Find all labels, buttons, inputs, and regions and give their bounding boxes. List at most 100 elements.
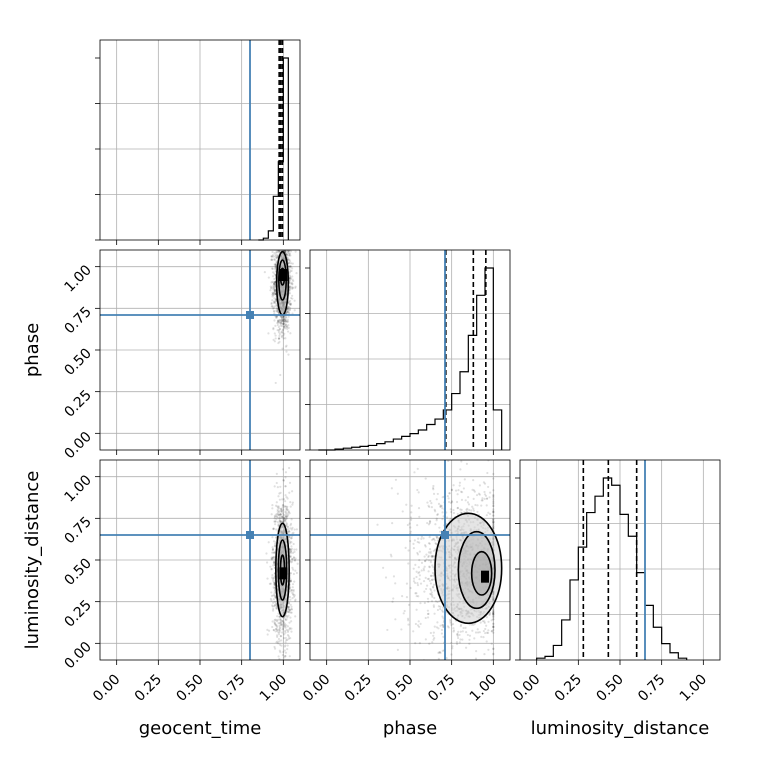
sample-point — [280, 510, 283, 514]
sample-point — [457, 489, 460, 492]
sample-point — [389, 553, 392, 556]
sample-point — [484, 631, 487, 635]
sample-point — [278, 250, 281, 252]
sample-point — [273, 281, 276, 284]
sample-point — [288, 308, 291, 311]
sample-point — [433, 625, 436, 628]
sample-point — [416, 551, 419, 555]
sample-point — [279, 241, 281, 243]
sample-point — [272, 527, 275, 530]
sample-point — [284, 654, 287, 658]
sample-point — [278, 332, 281, 336]
sample-point — [492, 622, 495, 626]
sample-point — [278, 321, 281, 324]
sample-point — [418, 559, 421, 562]
sample-point — [491, 519, 495, 522]
sample-point — [274, 520, 277, 523]
sample-point — [277, 642, 280, 645]
sample-point — [291, 501, 294, 504]
sample-point — [274, 618, 277, 621]
sample-point — [272, 243, 274, 245]
sample-point — [276, 513, 279, 516]
sample-point — [285, 253, 288, 256]
sample-point — [277, 320, 280, 323]
sample-point — [271, 546, 274, 549]
sample-point — [439, 504, 442, 507]
sample-point — [284, 485, 287, 488]
sample-point — [452, 511, 456, 515]
sample-point — [490, 642, 493, 645]
sample-point — [280, 515, 284, 518]
sample-point — [293, 299, 296, 302]
sample-point — [274, 603, 277, 606]
y-tick-label: 0.75 — [61, 514, 94, 547]
sample-point — [272, 556, 275, 559]
sample-point — [289, 282, 292, 285]
sample-point — [288, 277, 292, 280]
sample-point — [400, 628, 403, 631]
sample-point — [427, 542, 431, 545]
sample-point — [270, 286, 273, 289]
density-peak — [279, 567, 288, 580]
sample-point — [295, 571, 298, 575]
sample-point — [429, 631, 432, 635]
sample-point — [284, 320, 287, 323]
sample-point — [417, 620, 420, 623]
sample-point — [288, 608, 291, 611]
sample-point — [271, 536, 274, 539]
x-axis-label-geocent_time: geocent_time — [139, 718, 262, 739]
sample-point — [416, 467, 419, 470]
sample-point — [446, 665, 448, 667]
sample-point — [474, 503, 477, 507]
sample-point — [481, 716, 483, 718]
sample-point — [390, 555, 393, 558]
sample-point — [290, 607, 293, 611]
sample-point — [272, 284, 275, 287]
sample-point — [435, 517, 438, 520]
sample-point — [276, 640, 279, 643]
sample-point — [293, 309, 296, 312]
sample-point — [396, 492, 399, 495]
sample-point — [273, 258, 276, 261]
sample-point — [288, 254, 291, 257]
sample-point — [423, 544, 427, 547]
sample-point — [287, 353, 290, 356]
sample-point — [433, 612, 436, 615]
sample-point — [288, 258, 291, 261]
sample-point — [492, 527, 495, 530]
sample-point — [438, 526, 441, 529]
sample-point — [429, 520, 432, 523]
sample-point — [290, 611, 293, 614]
sample-point — [274, 267, 277, 270]
sample-point — [424, 616, 427, 620]
sample-point — [289, 536, 292, 539]
sample-point — [282, 247, 284, 249]
sample-point — [287, 610, 290, 614]
sample-point — [427, 577, 430, 580]
sample-point — [281, 347, 284, 350]
sample-point — [284, 318, 287, 321]
sample-point — [409, 516, 413, 519]
sample-point — [289, 285, 292, 289]
sample-point — [286, 257, 290, 260]
sample-point — [420, 561, 424, 564]
sample-point — [289, 254, 292, 257]
sample-point — [292, 556, 295, 559]
sample-point — [275, 304, 278, 307]
sample-point — [284, 618, 287, 622]
sample-point — [275, 256, 278, 260]
sample-point — [287, 251, 290, 254]
sample-point — [441, 624, 445, 627]
sample-point — [427, 554, 430, 557]
sample-point — [274, 544, 277, 547]
sample-point — [288, 655, 291, 658]
sample-point — [450, 641, 453, 645]
sample-point — [288, 595, 292, 599]
sample-point — [289, 287, 292, 290]
histogram-geocent_time — [258, 57, 289, 241]
sample-point — [272, 292, 275, 295]
sample-point — [273, 297, 276, 300]
sample-point — [422, 537, 425, 540]
sample-point — [282, 627, 285, 630]
